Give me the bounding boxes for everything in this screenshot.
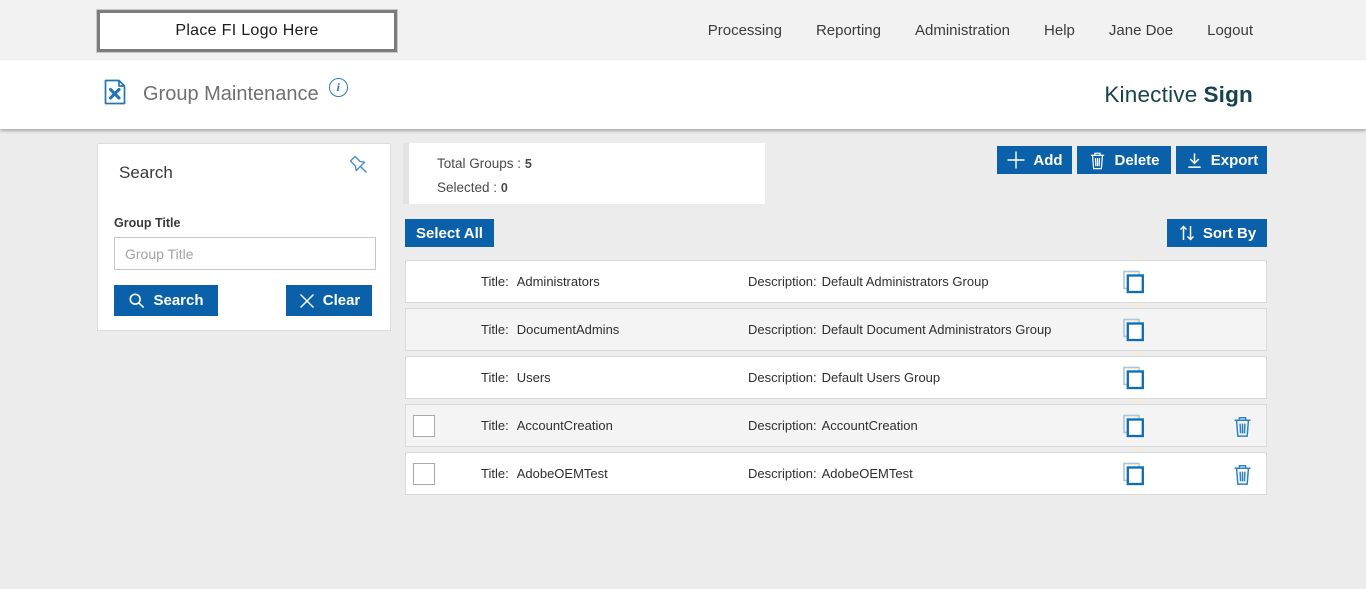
total-groups-count: 5	[524, 157, 532, 171]
row-description: Description: Default Document Administra…	[748, 322, 1052, 337]
brand-name: Kinective	[1104, 81, 1198, 107]
select-all-button[interactable]: Select All	[405, 219, 494, 247]
row-description: Description: Default Administrators Grou…	[748, 274, 989, 289]
selected-count: 0	[500, 181, 508, 195]
group-row-accountcreation[interactable]: Title: AccountCreation Description: Acco…	[405, 404, 1267, 447]
nav-logout[interactable]: Logout	[1207, 21, 1253, 39]
delete-group-icon[interactable]	[1231, 414, 1254, 444]
fi-logo-text: Place FI Logo Here	[175, 22, 319, 39]
row-description: Description: Default Users Group	[748, 370, 941, 385]
copy-group-icon[interactable]	[1119, 316, 1147, 349]
delete-button[interactable]: Delete	[1077, 146, 1171, 174]
brand-logo: Kinective Sign	[1104, 60, 1253, 129]
row-checkbox[interactable]	[413, 415, 435, 437]
nav-reporting[interactable]: Reporting	[815, 21, 881, 39]
nav-user[interactable]: Jane Doe	[1108, 21, 1174, 39]
groups-summary: Total Groups : 5 Selected : 0	[403, 143, 765, 204]
trash-icon	[1091, 152, 1105, 169]
row-title: Title: Administrators	[481, 274, 600, 289]
copy-group-icon[interactable]	[1119, 460, 1147, 493]
delete-group-icon[interactable]	[1231, 462, 1254, 492]
copy-group-icon[interactable]	[1119, 364, 1147, 397]
row-checkbox[interactable]	[413, 463, 435, 485]
plus-icon	[1007, 151, 1025, 169]
pin-icon[interactable]	[346, 152, 374, 185]
nav-help[interactable]: Help	[1044, 21, 1075, 39]
page-title: Group Maintenance	[143, 83, 319, 105]
selected-line: Selected : 0	[437, 180, 508, 195]
nav-administration[interactable]: Administration	[914, 21, 1011, 39]
search-panel-title: Search	[119, 163, 173, 182]
clear-button[interactable]: Clear	[286, 285, 372, 316]
group-row-administrators[interactable]: Title: Administrators Description: Defau…	[405, 260, 1267, 303]
group-maintenance-icon	[100, 77, 130, 112]
sort-arrows-icon	[1179, 225, 1194, 241]
group-title-label: Group Title	[114, 216, 181, 230]
brand-product: Sign	[1203, 81, 1253, 107]
search-panel: Search Group Title Search Clear	[97, 143, 391, 331]
group-row-users[interactable]: Title: Users Description: Default Users …	[405, 356, 1267, 399]
group-title-input[interactable]	[114, 237, 376, 270]
search-icon	[129, 292, 145, 308]
info-icon[interactable]: i	[328, 78, 348, 97]
row-description: Description: AccountCreation	[748, 418, 918, 433]
row-description: Description: AdobeOEMTest	[748, 466, 913, 481]
fi-logo-placeholder: Place FI Logo Here	[96, 9, 398, 53]
clear-x-icon	[299, 293, 314, 308]
copy-group-icon[interactable]	[1119, 412, 1147, 445]
row-title: Title: Users	[481, 370, 551, 385]
export-button[interactable]: Export	[1176, 146, 1267, 174]
row-title: Title: DocumentAdmins	[481, 322, 620, 337]
row-title: Title: AdobeOEMTest	[481, 466, 608, 481]
top-nav: Processing Reporting Administration Help…	[708, 0, 1253, 60]
row-title: Title: AccountCreation	[481, 418, 613, 433]
sort-by-button[interactable]: Sort By	[1167, 219, 1267, 247]
download-icon	[1188, 152, 1201, 168]
total-groups-line: Total Groups : 5	[437, 156, 532, 171]
group-row-documentadmins[interactable]: Title: DocumentAdmins Description: Defau…	[405, 308, 1267, 351]
page-header-left: Group Maintenance i	[100, 60, 348, 129]
add-button[interactable]: Add	[997, 146, 1072, 174]
top-bar: Place FI Logo Here Processing Reporting …	[0, 0, 1366, 60]
search-button[interactable]: Search	[114, 285, 218, 316]
copy-group-icon[interactable]	[1119, 268, 1147, 301]
page-header: Group Maintenance i Kinective Sign	[0, 60, 1366, 129]
group-row-adobeoemtest[interactable]: Title: AdobeOEMTest Description: AdobeOE…	[405, 452, 1267, 495]
nav-processing[interactable]: Processing	[707, 21, 782, 39]
